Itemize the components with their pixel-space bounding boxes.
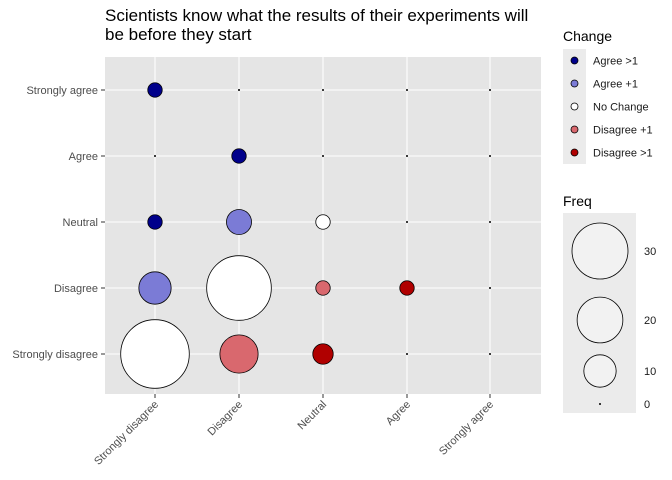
freq-legend-label-20: 20 (644, 315, 656, 327)
bubble-neutral-vs-neutral (315, 214, 331, 230)
bubble-strongly-agree-vs-neutral (489, 221, 491, 223)
bubble-layer (120, 82, 491, 389)
bubble-agree-vs-strongly-disagree (406, 353, 408, 355)
bubble-disagree-vs-neutral (226, 209, 252, 235)
bubble-strongly-disagree-vs-strongly-disagree (120, 319, 190, 389)
bubble-neutral-vs-disagree (315, 280, 331, 296)
freq-legend-circle-10 (583, 354, 617, 388)
bubble-strongly-agree-vs-strongly-disagree (489, 353, 491, 355)
x-axis: Strongly disagree Disagree Neutral Agree Str… (92, 394, 496, 468)
change-legend-swatch-disagree-1 (570, 125, 579, 134)
change-legend-label-disagree-1: Disagree >1 (593, 148, 653, 160)
x-tick-label-agree: Agree (384, 399, 413, 428)
bubble-strongly-agree-vs-disagree (489, 287, 491, 289)
bubble-agree-vs-neutral (406, 221, 408, 223)
change-legend-label-agree-1: Agree >1 (593, 56, 638, 68)
y-axis: Strongly disagree Disagree Neutral Agree Str… (12, 85, 105, 361)
y-tick-label-agree: Agree (69, 151, 98, 163)
bubble-neutral-vs-strongly-agree (322, 89, 324, 91)
freq-legend-title: Freq (563, 193, 592, 209)
change-legend-label-agree-1: Agree +1 (593, 79, 638, 91)
y-tick-label-neutral: Neutral (63, 217, 98, 229)
x-tick-label-neutral: Neutral (296, 399, 330, 433)
freq-legend-circle-30 (571, 222, 629, 280)
change-legend-swatch-agree-1 (570, 56, 579, 65)
x-tick-label-strongly-agree: Strongly agree (437, 399, 496, 458)
freq-legend-label-0: 0 (644, 399, 650, 411)
bubble-strongly-agree-vs-strongly-agree (489, 89, 491, 91)
y-tick-label-strongly-agree: Strongly agree (26, 85, 98, 97)
change-legend-swatch-agree-1 (570, 79, 579, 88)
freq-legend-label-30: 30 (644, 246, 656, 258)
change-legend-swatch-disagree-1 (570, 148, 579, 157)
bubble-neutral-vs-agree (322, 155, 324, 157)
chart-title-line-2: be before they start (105, 25, 252, 44)
bubble-strongly-disagree-vs-neutral (147, 214, 163, 230)
bubble-agree-vs-agree (406, 155, 408, 157)
bubble-strongly-disagree-vs-disagree (138, 271, 172, 305)
freq-legend-circle-20 (576, 296, 624, 344)
bubble-strongly-agree-vs-agree (489, 155, 491, 157)
change-legend-label-no-change: No Change (593, 102, 649, 114)
bubble-strongly-disagree-vs-strongly-agree (147, 82, 163, 98)
change-legend-title: Change (563, 28, 612, 44)
change-legend-label-disagree-1: Disagree +1 (593, 125, 653, 137)
bubble-agree-vs-strongly-agree (406, 89, 408, 91)
bubble-disagree-vs-agree (231, 148, 247, 164)
y-tick-label-disagree: Disagree (54, 283, 98, 295)
chart-title-line-1: Scientists know what the results of thei… (105, 6, 528, 25)
freq-legend: 30 20 10 0 (571, 222, 656, 411)
change-legend: Agree >1 Agree +1 No Change Disagree +1 Disa… (563, 49, 653, 164)
y-tick-label-strongly-disagree: Strongly disagree (12, 349, 98, 361)
bubble-neutral-vs-strongly-disagree (312, 343, 334, 365)
x-tick-label-strongly-disagree: Strongly disagree (92, 399, 161, 468)
bubble-disagree-vs-disagree (206, 255, 272, 321)
freq-legend-label-10: 10 (644, 366, 656, 378)
bubble-disagree-vs-strongly-agree (238, 89, 240, 91)
change-legend-swatch-no-change (570, 102, 579, 111)
freq-legend-circle-0 (599, 403, 601, 405)
bubble-disagree-vs-strongly-disagree (219, 334, 259, 374)
bubble-agree-vs-disagree (399, 280, 415, 296)
bubble-strongly-disagree-vs-agree (154, 155, 156, 157)
x-tick-label-disagree: Disagree (206, 399, 246, 439)
